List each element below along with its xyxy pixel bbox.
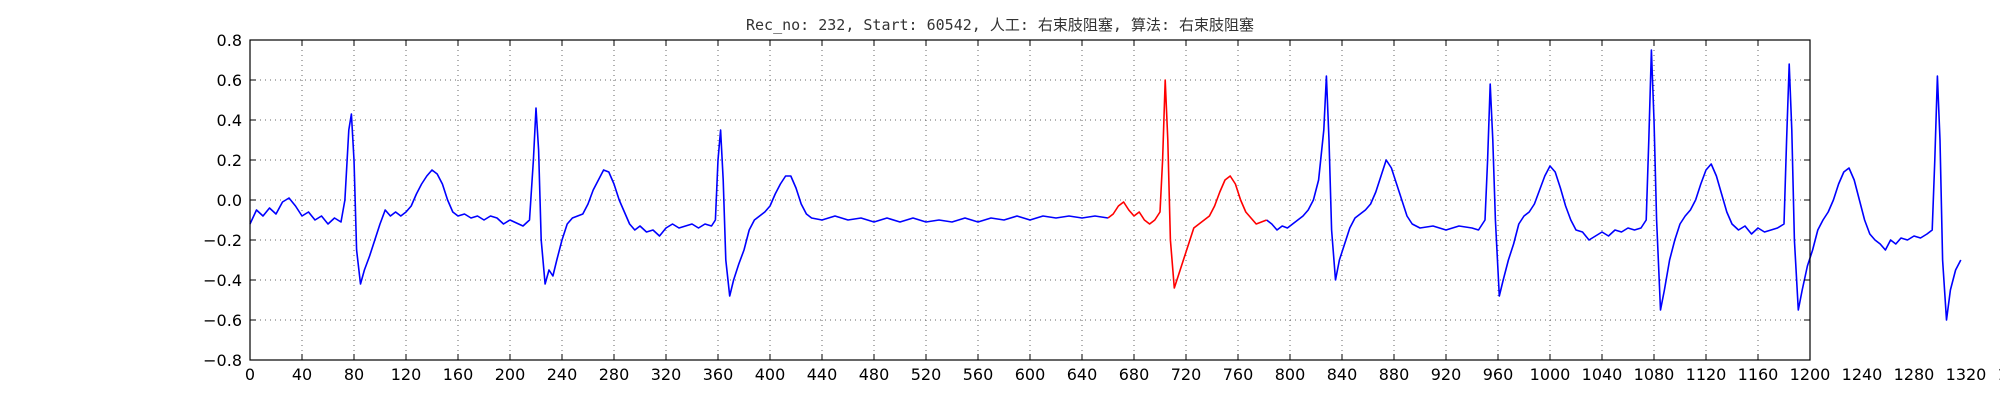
x-tick-label: 600: [1015, 365, 1046, 384]
x-tick-label: 120: [391, 365, 422, 384]
x-tick-label: 520: [911, 365, 942, 384]
x-tick-label: 720: [1171, 365, 1202, 384]
x-tick-label: 1000: [1530, 365, 1571, 384]
x-tick-label: 560: [963, 365, 994, 384]
x-tick-label: 640: [1067, 365, 1098, 384]
ecg-trace-blue: [1266, 49, 1962, 321]
x-tick-label: 200: [495, 365, 526, 384]
x-tick-label: 800: [1275, 365, 1306, 384]
x-tick-label: 360: [703, 365, 734, 384]
y-tick-label: 0.6: [217, 71, 242, 90]
x-tick-label: 1160: [1738, 365, 1779, 384]
y-tick-label: 0.4: [217, 111, 242, 130]
y-tick-label: −0.6: [203, 311, 242, 330]
x-tick-label: 240: [547, 365, 578, 384]
plot-frame: [249, 39, 1811, 361]
x-tick-label: 1080: [1634, 365, 1675, 384]
y-tick-label: −0.8: [203, 351, 242, 370]
y-tick-label: −0.4: [203, 271, 242, 290]
x-tick-label: 440: [807, 365, 838, 384]
x-tick-label: 320: [651, 365, 682, 384]
x-tick-label: 1360: [1998, 365, 2000, 384]
x-tick-label: 160: [443, 365, 474, 384]
x-tick-label: 680: [1119, 365, 1150, 384]
x-tick-label: 0: [245, 365, 255, 384]
x-tick-label: 960: [1483, 365, 1514, 384]
x-tick-label: 880: [1379, 365, 1410, 384]
ecg-trace-blue: [249, 107, 1109, 297]
y-tick-label: −0.2: [203, 231, 242, 250]
x-tick-label: 840: [1327, 365, 1358, 384]
ecg-trace-red: [1107, 79, 1267, 289]
x-tick-label: 1280: [1894, 365, 1935, 384]
grid: [250, 40, 1810, 360]
y-tick-label: 0.0: [217, 191, 242, 210]
chart-title: Rec_no: 232, Start: 60542, 人工: 右束肢阻塞, 算法…: [746, 16, 1254, 34]
x-tick-label: 1040: [1582, 365, 1623, 384]
tick-layer: −0.8 −0.6 −0.4 −0.2 0.0 0.2 0.4 0.6 0.8 0 40 80 120 1…: [203, 31, 2000, 384]
x-tick-label: 80: [344, 365, 364, 384]
x-tick-label: 480: [859, 365, 890, 384]
x-tick-label: 1200: [1790, 365, 1831, 384]
x-tick-label: 1240: [1842, 365, 1883, 384]
y-tick-label: 0.2: [217, 151, 242, 170]
x-tick-label: 40: [292, 365, 312, 384]
x-tick-label: 400: [755, 365, 786, 384]
y-tick-label: 0.8: [217, 31, 242, 50]
x-tick-label: 920: [1431, 365, 1462, 384]
x-tick-label: 1320: [1946, 365, 1987, 384]
x-tick-label: 280: [599, 365, 630, 384]
x-tick-label: 760: [1223, 365, 1254, 384]
series-layer: [249, 49, 1962, 321]
x-tick-label: 1120: [1686, 365, 1727, 384]
